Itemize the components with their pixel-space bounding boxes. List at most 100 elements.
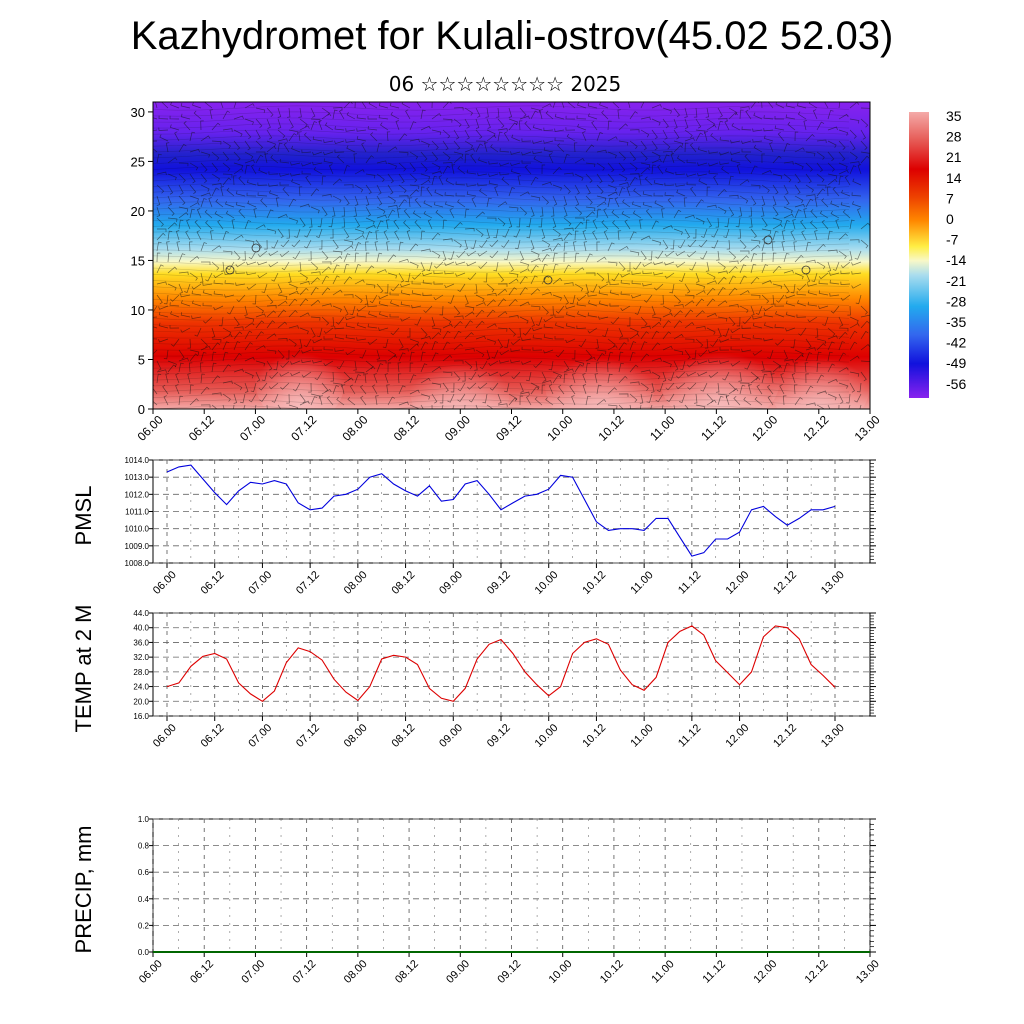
wind-barb xyxy=(629,341,637,351)
wind-barb xyxy=(763,322,774,329)
wind-barb xyxy=(687,239,697,248)
wind-barb xyxy=(578,338,587,348)
wind-barb xyxy=(373,373,378,384)
wind-barb xyxy=(266,118,271,129)
wind-barb xyxy=(640,316,648,326)
wind-barb xyxy=(398,258,409,263)
wind-barb xyxy=(211,187,219,197)
wind-barb xyxy=(205,220,213,230)
wind-barb xyxy=(393,219,400,230)
y-tick-label: 30 xyxy=(131,105,145,120)
wind-barb xyxy=(726,239,731,250)
wind-barb xyxy=(798,327,807,336)
wind-barb xyxy=(252,294,257,305)
wind-barb xyxy=(208,197,213,208)
wind-barb xyxy=(763,135,774,142)
y-tick-label: 25 xyxy=(131,154,145,169)
wind-barb xyxy=(423,200,433,208)
wind-barb xyxy=(167,157,178,164)
x-tick-label: 06.00 xyxy=(137,958,165,986)
wind-barb xyxy=(805,162,813,172)
wind-barb xyxy=(736,164,741,175)
wind-barb xyxy=(653,180,664,186)
wind-barb xyxy=(178,143,187,153)
wind-barb xyxy=(236,294,246,303)
wind-barb xyxy=(810,220,818,230)
wind-barb xyxy=(450,382,455,393)
wind-barb xyxy=(574,252,580,263)
wind-barb xyxy=(541,247,552,252)
isotherm-line xyxy=(153,297,850,303)
wind-barb xyxy=(651,104,662,109)
pmsl-panel: 06.00 06.12 07.00 07.12 08.00 08.12 09.00 09.12… xyxy=(71,456,876,597)
isotherm-line xyxy=(153,387,850,393)
wind-barb xyxy=(594,373,598,384)
wind-barb xyxy=(794,162,804,170)
wind-barb xyxy=(288,404,299,409)
wind-barb xyxy=(321,316,330,326)
wind-barb xyxy=(717,395,724,406)
wind-barb xyxy=(277,228,284,239)
wind-barb xyxy=(728,388,739,395)
wind-barb xyxy=(310,277,320,285)
wind-barb xyxy=(244,330,253,340)
wind-barb xyxy=(499,360,510,364)
isotherm-line xyxy=(153,315,850,321)
wind-barb xyxy=(565,127,576,131)
wind-barb xyxy=(235,190,246,197)
wind-barb xyxy=(543,334,554,340)
x-tick-label: 10.00 xyxy=(544,412,575,443)
wind-barb xyxy=(167,252,172,263)
wind-barb xyxy=(629,111,638,120)
wind-barb xyxy=(844,175,851,186)
wind-barb xyxy=(442,129,451,139)
wind-barb xyxy=(521,360,532,365)
wind-barb xyxy=(409,173,418,183)
wind-barb xyxy=(552,195,558,206)
wind-barb xyxy=(493,228,499,239)
wind-barb xyxy=(398,184,407,194)
wind-barb xyxy=(478,157,488,164)
wind-barb xyxy=(420,327,428,337)
wind-barb xyxy=(167,217,178,222)
isotherm-line xyxy=(153,321,850,327)
wind-barb xyxy=(423,210,433,219)
wind-barb xyxy=(288,310,298,318)
isotherm-line xyxy=(153,105,850,111)
wind-barb xyxy=(610,316,620,325)
wind-barb xyxy=(464,129,470,140)
wind-barb xyxy=(271,272,279,282)
wind-barb xyxy=(519,391,530,396)
wind-barb xyxy=(442,323,453,329)
wind-barb xyxy=(286,393,290,404)
wind-barb xyxy=(486,349,491,360)
wind-barb xyxy=(169,325,180,329)
wind-barb xyxy=(266,404,268,409)
colorbar-label: -7 xyxy=(946,232,959,248)
y-tick-label: 1013.0 xyxy=(125,473,150,482)
wind-barb xyxy=(510,348,521,352)
wind-barb xyxy=(442,330,451,340)
wind-barb xyxy=(398,151,409,156)
wind-barb xyxy=(620,291,631,296)
wind-barb xyxy=(398,133,408,142)
wind-barb xyxy=(464,360,473,370)
wind-barb xyxy=(479,188,488,197)
wind-barb xyxy=(343,165,350,175)
wind-barb xyxy=(706,327,716,335)
wind-barb xyxy=(574,184,580,195)
wind-barb xyxy=(849,323,860,329)
wind-barb xyxy=(508,122,518,131)
wind-barb xyxy=(651,239,662,246)
wind-barb xyxy=(266,140,276,148)
wind-barb xyxy=(466,191,477,197)
wind-barb xyxy=(552,217,557,228)
wind-barb xyxy=(200,120,204,131)
isotherm-line xyxy=(153,219,850,225)
wind-barb xyxy=(728,112,738,120)
wind-barb xyxy=(332,289,343,296)
wind-barb xyxy=(398,352,406,362)
wind-barb xyxy=(189,202,200,208)
wind-barb xyxy=(816,362,821,373)
wind-barb xyxy=(260,198,268,208)
